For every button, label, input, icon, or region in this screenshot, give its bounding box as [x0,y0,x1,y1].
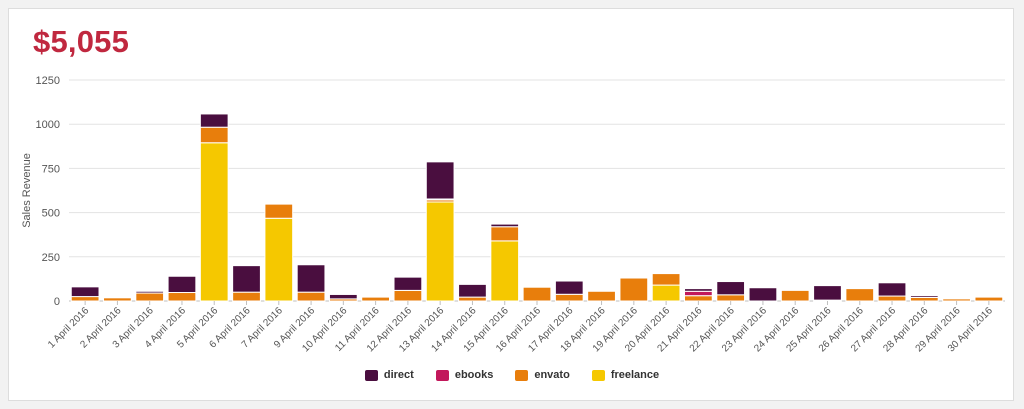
bar-envato [974,296,1004,302]
bar-direct [813,285,842,301]
bar-direct [296,264,326,293]
bar-direct [684,288,713,292]
legend-label: envato [534,369,570,381]
legend-label: ebooks [454,369,494,381]
legend-label: freelance [610,369,660,381]
bar-envato [845,288,875,302]
bar-direct [70,286,100,298]
legend-swatch [591,369,605,381]
bar-direct [232,265,261,293]
bar-freelance [490,240,520,302]
bar-direct [554,280,584,295]
bar-freelance [651,284,681,302]
bar-envato [232,291,261,302]
bar-direct [135,290,165,294]
bar-envato [716,294,746,302]
bar-direct [199,113,229,128]
y-tick-label: 1000 [36,119,60,131]
bar-direct [425,161,455,200]
y-tick-label: 0 [54,296,60,308]
legend-item-freelance[interactable]: freelance [591,369,660,381]
bar-envato [780,289,810,302]
bar-envato [296,291,326,302]
bar-direct [393,276,423,291]
bar-envato [264,203,294,219]
y-tick-label: 750 [42,163,60,175]
bar-direct [877,282,907,297]
bar-envato [490,226,520,242]
bar-envato [684,295,713,302]
y-tick-label: 250 [42,252,60,264]
bar-freelance [425,201,455,302]
bar-envato [103,297,132,302]
legend-swatch [515,369,529,381]
bar-freelance [264,217,294,302]
bar-direct [490,223,520,228]
bar-envato [70,296,100,302]
chart-legend: direct ebooks envato freelance [0,369,1024,381]
y-axis-label: Sales Revenue [21,153,33,228]
legend-item-envato[interactable]: envato [515,369,570,381]
bar-ebooks [684,290,713,297]
bar-envato [651,273,681,286]
bar-freelance [199,142,229,302]
bar-envato [587,290,616,302]
legend-item-direct[interactable]: direct [364,369,414,381]
legend-swatch [364,369,378,381]
bar-envato [361,296,390,302]
legend-swatch [435,369,449,381]
bar-direct [909,295,939,298]
chart-card [8,8,1014,401]
bar-direct [328,293,358,300]
bar-direct [458,283,487,298]
bar-envato [135,292,165,302]
bar-direct [716,281,746,296]
legend-label: direct [383,369,414,381]
total-revenue: $5,055 [33,24,130,59]
bar-direct [748,287,778,302]
bar-envato [393,289,423,302]
bar-direct [167,275,197,294]
bar-envato [522,286,552,302]
y-tick-label: 1250 [36,75,60,87]
bar-envato [909,296,939,302]
bar-envato [619,277,649,302]
bar-envato [199,126,229,144]
y-tick-label: 500 [42,208,60,220]
bar-envato [554,293,584,302]
bar-envato [167,292,197,302]
bar-envato [458,296,487,302]
legend-item-ebooks[interactable]: ebooks [435,369,494,381]
bar-envato [942,298,971,302]
bar-envato [877,295,907,302]
